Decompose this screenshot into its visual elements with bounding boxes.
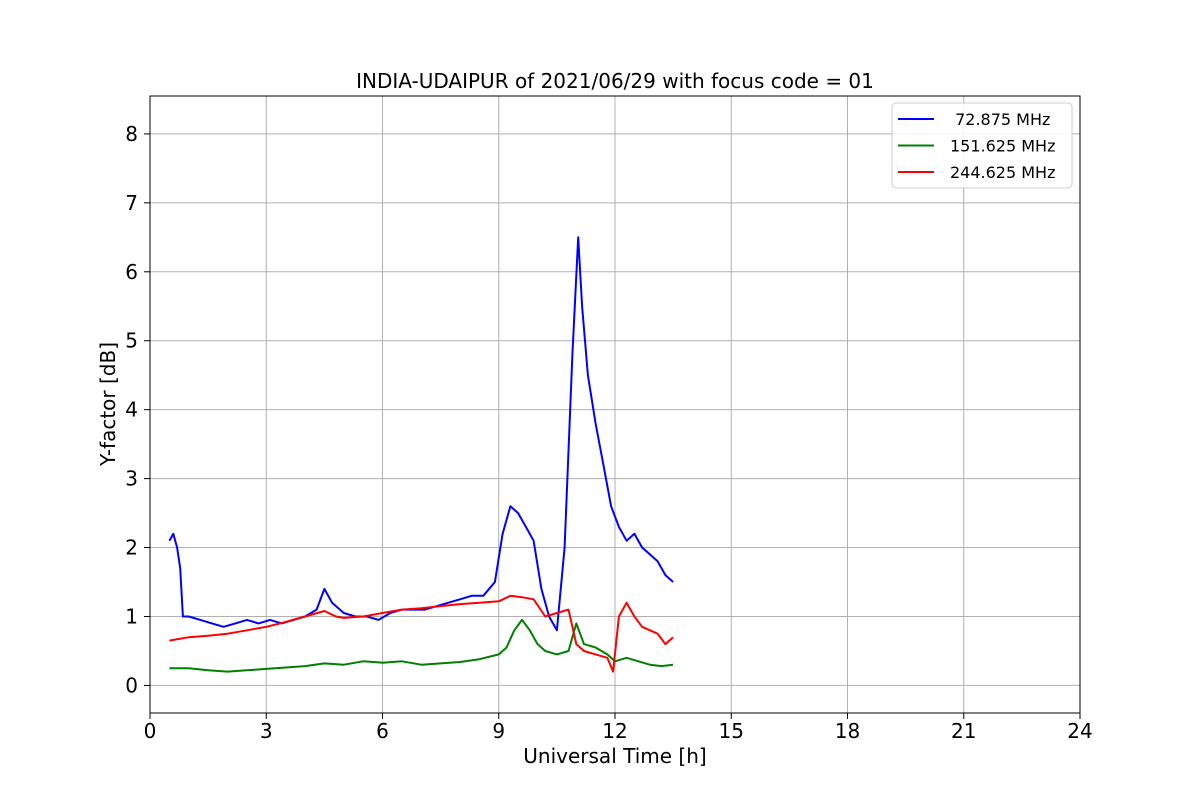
legend: 72.875 MHz 151.625 MHz 244.625 MHz	[891, 102, 1073, 189]
series-line-1	[168, 236, 674, 632]
y-tick-label: 6	[125, 260, 138, 284]
x-tick-label: 15	[719, 719, 744, 743]
y-tick-label: 4	[125, 398, 138, 422]
x-tick-label: 24	[1067, 719, 1092, 743]
x-tick-label: 6	[376, 719, 389, 743]
x-tick-label: 9	[492, 719, 505, 743]
x-tick-label: 3	[260, 719, 273, 743]
x-tick-label: 12	[602, 719, 627, 743]
legend-box	[891, 102, 1073, 189]
y-tick-label: 3	[125, 467, 138, 491]
chart-title: INDIA-UDAIPUR of 2021/06/29 with focus c…	[356, 69, 874, 93]
y-tick-label: 8	[125, 122, 138, 146]
y-tick-label: 2	[125, 536, 138, 560]
y-axis: 0 1 2 3 4 5 6 7 8	[125, 122, 150, 697]
legend-items: 72.875 MHz 151.625 MHz 244.625 MHz	[898, 110, 1055, 182]
y-axis-label: Y-factor [dB]	[96, 342, 120, 467]
series-line-2	[169, 618, 674, 673]
x-axis: 0 3 6 9 12 15 18 21 24	[144, 713, 1093, 743]
x-tick-label: 18	[835, 719, 860, 743]
y-tick-label: 7	[125, 191, 138, 215]
legend-label-3: 244.625 MHz	[950, 163, 1055, 182]
x-axis-label: Universal Time [h]	[523, 744, 706, 768]
legend-label-2: 151.625 MHz	[950, 137, 1055, 156]
series-layer	[168, 236, 674, 673]
x-tick-label: 21	[951, 719, 976, 743]
x-tick-label: 0	[144, 719, 157, 743]
y-tick-label: 5	[125, 329, 138, 353]
y-tick-label: 0	[125, 673, 138, 697]
legend-label-1: 72.875 MHz	[950, 110, 1050, 129]
series-line-3	[169, 594, 674, 673]
y-tick-label: 1	[125, 604, 138, 628]
